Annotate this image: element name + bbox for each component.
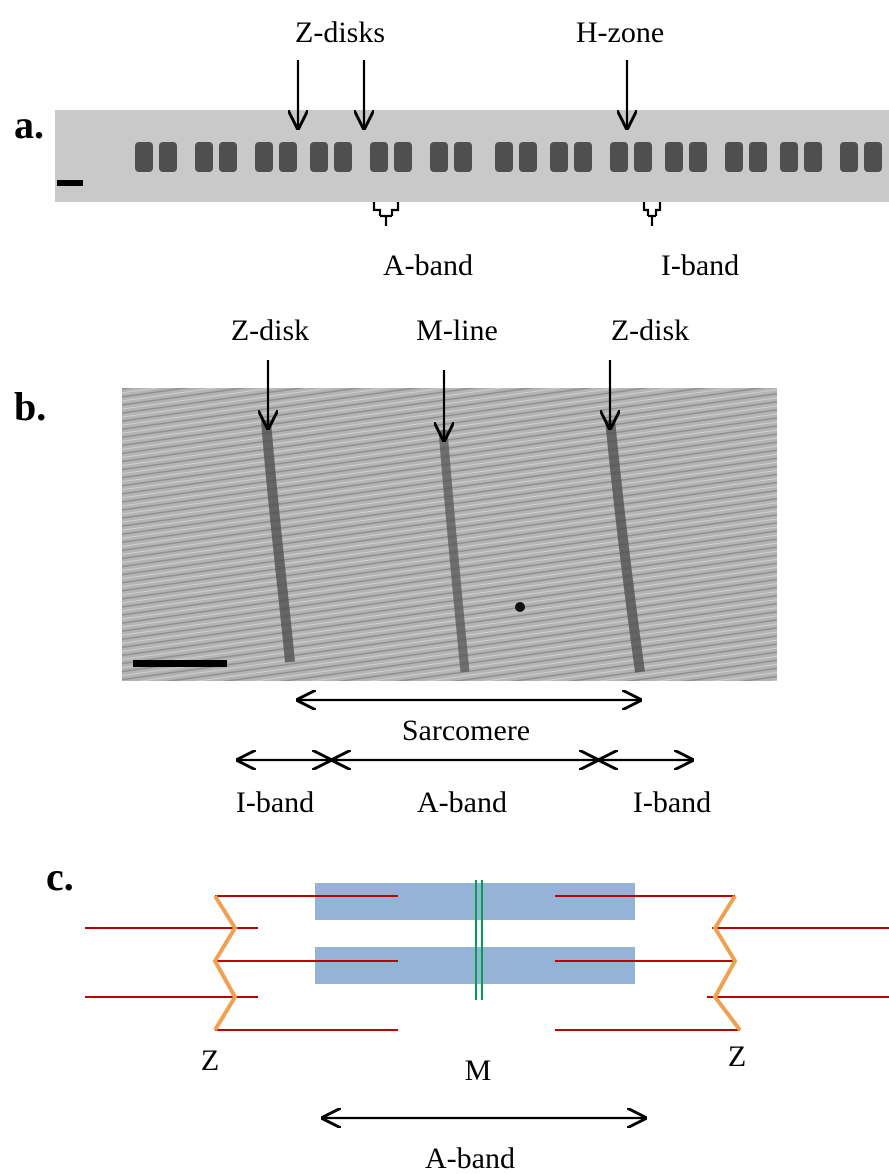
annotation: A-band <box>425 1142 515 1174</box>
band <box>135 142 153 172</box>
sarcomere-schematic <box>85 880 889 1032</box>
annotation: I-band <box>236 786 314 819</box>
annotation: Z <box>201 1044 219 1077</box>
band <box>454 142 472 172</box>
annotation: Z <box>728 1040 746 1073</box>
band <box>159 142 177 172</box>
annotation: H-zone <box>576 16 664 49</box>
band <box>864 142 882 172</box>
micrograph-a <box>55 110 889 202</box>
band <box>665 142 683 172</box>
annotation: M-line <box>416 314 498 347</box>
band <box>394 142 412 172</box>
annotation: I-band <box>661 249 739 282</box>
band <box>780 142 798 172</box>
band <box>279 142 297 172</box>
band <box>219 142 237 172</box>
annotation: Z-disk <box>231 314 309 347</box>
annotation: Z-disks <box>295 16 385 49</box>
band <box>550 142 568 172</box>
band <box>255 142 273 172</box>
band <box>840 142 858 172</box>
panel-label: c. <box>46 854 74 899</box>
band <box>334 142 352 172</box>
band <box>610 142 628 172</box>
band <box>519 142 537 172</box>
bracket <box>642 202 662 226</box>
annotation: I-band <box>633 786 711 819</box>
band <box>430 142 448 172</box>
band <box>310 142 328 172</box>
band <box>725 142 743 172</box>
band <box>495 142 513 172</box>
annotation: M <box>465 1054 492 1087</box>
annotation: Sarcomere <box>402 714 530 747</box>
annotation: A-band <box>417 786 507 819</box>
band <box>804 142 822 172</box>
micrograph-b <box>122 388 777 681</box>
annotation: Z-disk <box>611 314 689 347</box>
panel-label: b. <box>14 384 46 429</box>
annotation: A-band <box>383 249 473 282</box>
band <box>195 142 213 172</box>
bracket <box>372 202 400 226</box>
band <box>634 142 652 172</box>
panel-label: a. <box>14 102 44 147</box>
band <box>749 142 767 172</box>
band <box>689 142 707 172</box>
band <box>370 142 388 172</box>
band <box>574 142 592 172</box>
